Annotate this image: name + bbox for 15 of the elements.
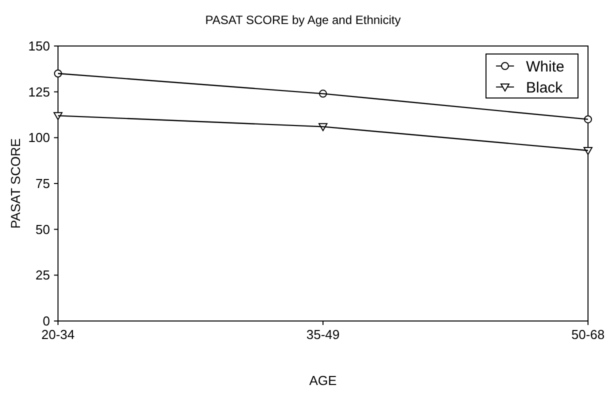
y-tick-label: 100 [28, 130, 50, 146]
y-tick-label: 0 [42, 314, 50, 329]
legend-label: White [526, 58, 564, 76]
y-tick-label: 150 [28, 38, 50, 54]
y-tick-label: 50 [36, 222, 50, 237]
x-axis-title: AGE [309, 373, 338, 388]
y-tick-label: 25 [36, 268, 50, 283]
x-tick-label: 50-68 [571, 327, 605, 342]
y-axis-title: PASAT SCORE [8, 138, 23, 229]
x-tick-label: 20-34 [41, 327, 75, 342]
chart-title: PASAT SCORE by Age and Ethnicity [205, 13, 401, 27]
x-tick-label: 35-49 [306, 327, 340, 342]
y-tick-label: 125 [28, 84, 50, 100]
y-tick-label: 75 [36, 176, 50, 192]
legend-label: Black [526, 79, 564, 96]
